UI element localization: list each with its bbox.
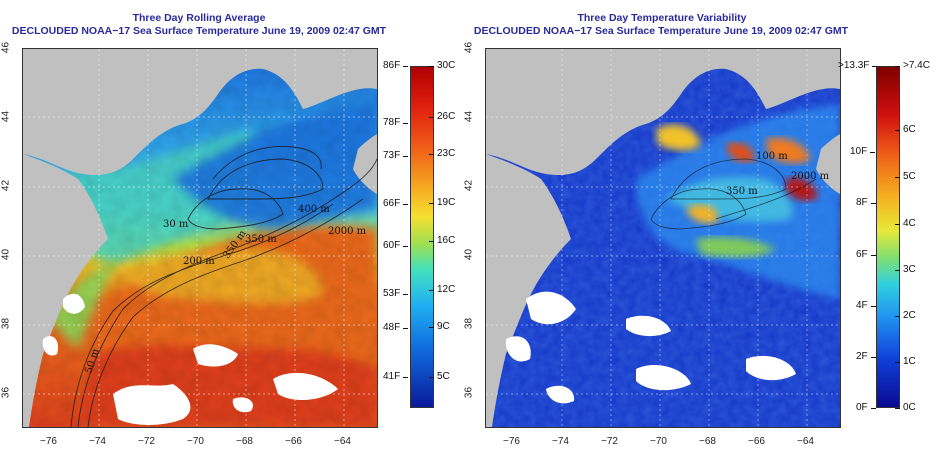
colorbar-fahrenheit-label: 6F bbox=[856, 249, 876, 260]
left-lon-tick: −74 bbox=[89, 436, 106, 447]
right-lon-tick: −64 bbox=[797, 436, 814, 447]
colorbar-celsius-label: 3C bbox=[895, 264, 916, 275]
colorbar-celsius-label: 4C bbox=[895, 218, 916, 229]
colorbar-celsius-label: 12C bbox=[428, 284, 456, 295]
right-lon-tick: −68 bbox=[699, 436, 716, 447]
colorbar-celsius-label: 16C bbox=[428, 235, 456, 246]
colorbar-celsius-label: 6C bbox=[895, 124, 916, 135]
left-lon-tick: −72 bbox=[138, 436, 155, 447]
right-lat-tick: 46 bbox=[463, 41, 475, 54]
colorbar-celsius-label: >7.4C bbox=[895, 60, 930, 71]
right-map-subtitle: DECLOUDED NOAA−17 Sea Surface Temperatur… bbox=[473, 25, 849, 37]
right-lat-tick: 38 bbox=[463, 317, 475, 330]
colorbar-celsius-label: 5C bbox=[429, 371, 450, 382]
left-lon-tick: −66 bbox=[285, 436, 302, 447]
left-lat-tick: 44 bbox=[0, 110, 12, 123]
colorbar-fahrenheit-label: 41F bbox=[383, 371, 409, 382]
contour-label-400m: 400 m bbox=[298, 204, 330, 215]
left-lon-tick: −64 bbox=[334, 436, 351, 447]
variability-colorbar bbox=[876, 66, 900, 408]
left-lat-tick: 36 bbox=[0, 386, 12, 399]
right-lon-tick: −72 bbox=[601, 436, 618, 447]
right-lat-tick: 44 bbox=[463, 110, 475, 123]
left-lon-tick: −70 bbox=[187, 436, 204, 447]
colorbar-fahrenheit-label: >13.3F bbox=[838, 60, 878, 71]
colorbar-celsius-label: 26C bbox=[428, 111, 456, 122]
colorbar-fahrenheit-label: 8F bbox=[856, 197, 876, 208]
colorbar-fahrenheit-label: 78F bbox=[383, 117, 409, 128]
colorbar-fahrenheit-label: 53F bbox=[383, 288, 409, 299]
colorbar-fahrenheit-label: 60F bbox=[383, 240, 409, 251]
left-lon-tick: −76 bbox=[40, 436, 57, 447]
sst-variability-map-graphic: 100 m 2000 m 350 m bbox=[486, 49, 840, 427]
colorbar-fahrenheit-label: 48F bbox=[383, 322, 409, 333]
colorbar-celsius-label: 5C bbox=[895, 171, 916, 182]
right-lon-tick: −74 bbox=[552, 436, 569, 447]
left-lon-tick: −68 bbox=[236, 436, 253, 447]
colorbar-fahrenheit-label: 66F bbox=[383, 198, 409, 209]
right-lon-tick: −66 bbox=[748, 436, 765, 447]
left-lat-tick: 46 bbox=[0, 41, 12, 54]
left-lat-tick: 40 bbox=[0, 248, 12, 261]
colorbar-celsius-label: 30C bbox=[428, 60, 456, 71]
right-lat-tick: 42 bbox=[463, 179, 475, 192]
colorbar-celsius-label: 0C bbox=[895, 402, 916, 413]
left-lat-tick: 42 bbox=[0, 179, 12, 192]
colorbar-celsius-label: 1C bbox=[895, 356, 916, 367]
contour-label-2000m: 2000 m bbox=[328, 226, 367, 237]
right-lat-tick: 36 bbox=[463, 386, 475, 399]
contour-label-30m: 30 m bbox=[163, 219, 189, 230]
colorbar-fahrenheit-label: 10F bbox=[850, 146, 876, 157]
sst-average-map-graphic: 400 m 350 m 2000 m 350 m 200 m 50 m 30 m bbox=[23, 49, 377, 427]
right-lon-tick: −70 bbox=[650, 436, 667, 447]
colorbar-fahrenheit-label: 73F bbox=[383, 150, 409, 161]
sst-variability-map: 100 m 2000 m 350 m bbox=[485, 48, 841, 428]
right-lat-tick: 40 bbox=[463, 248, 475, 261]
colorbar-celsius-label: 23C bbox=[428, 148, 456, 159]
sst-colorbar bbox=[410, 66, 434, 408]
colorbar-fahrenheit-label: 0F bbox=[856, 402, 876, 413]
contour-label-2000m-right: 2000 m bbox=[791, 171, 830, 182]
left-lat-tick: 38 bbox=[0, 317, 12, 330]
sst-average-map: 400 m 350 m 2000 m 350 m 200 m 50 m 30 m bbox=[22, 48, 378, 428]
colorbar-fahrenheit-label: 4F bbox=[856, 300, 876, 311]
colorbar-fahrenheit-label: 2F bbox=[856, 351, 876, 362]
contour-label-350m-right: 350 m bbox=[726, 186, 758, 197]
colorbar-fahrenheit-label: 86F bbox=[383, 60, 409, 71]
right-map-title: Three Day Temperature Variability bbox=[577, 12, 747, 24]
contour-label-200m: 200 m bbox=[183, 256, 215, 267]
colorbar-celsius-label: 9C bbox=[429, 321, 450, 332]
colorbar-celsius-label: 19C bbox=[428, 197, 456, 208]
colorbar-celsius-label: 2C bbox=[895, 310, 916, 321]
left-map-title: Three Day Rolling Average bbox=[132, 12, 266, 24]
left-map-subtitle: DECLOUDED NOAA−17 Sea Surface Temperatur… bbox=[11, 25, 387, 37]
contour-label-350m: 350 m bbox=[245, 234, 277, 245]
contour-label-100m: 100 m bbox=[756, 151, 788, 162]
right-lon-tick: −76 bbox=[503, 436, 520, 447]
